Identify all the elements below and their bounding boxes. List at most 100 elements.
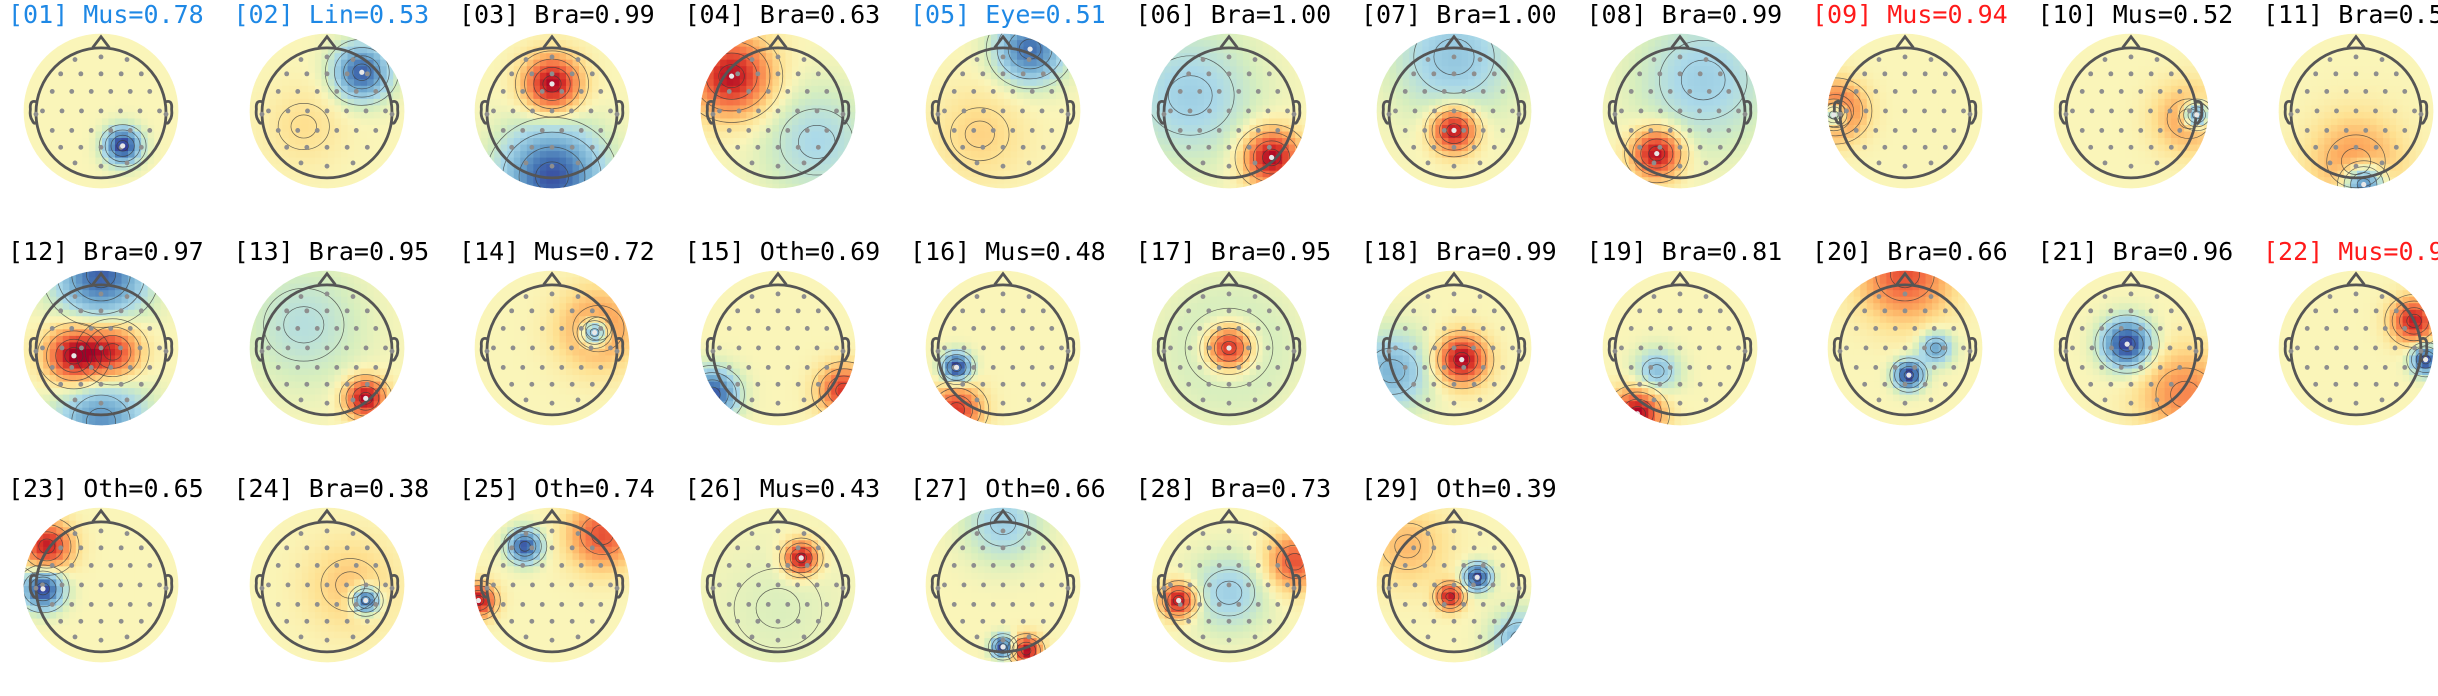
component-title: [13] Bra=0.95 <box>234 237 430 267</box>
sensor-dot <box>1266 545 1271 550</box>
sensor-dot <box>139 145 144 150</box>
sensor-dot <box>389 112 394 117</box>
sensor-dot <box>350 161 355 166</box>
sensor-dot <box>1912 89 1917 94</box>
sensor-dot <box>815 145 820 150</box>
sensor-dot <box>598 365 603 370</box>
sensor-dot <box>1481 602 1486 607</box>
sensor-dot <box>125 294 130 299</box>
sensor-dot <box>1200 294 1205 299</box>
peak-marker <box>1176 598 1181 603</box>
sensor-dot <box>530 108 535 113</box>
sensor-dot <box>501 128 506 133</box>
sensor-dot <box>1854 89 1859 94</box>
sensor-dot <box>373 365 378 370</box>
component-title: [02] Lin=0.53 <box>234 0 430 30</box>
sensor-dot <box>936 586 941 591</box>
sensor-dot <box>801 57 806 62</box>
sensor-dot <box>2138 128 2143 133</box>
peak-marker <box>1451 128 1456 133</box>
component-cell: [08] Bra=0.99 <box>1587 0 1810 222</box>
sensor-dot <box>138 582 143 587</box>
sensor-dot <box>1461 365 1466 370</box>
sensor-dot <box>980 145 985 150</box>
sensor-dot <box>118 108 123 113</box>
sensor-dot <box>1177 326 1182 331</box>
sensor-dot <box>942 108 947 113</box>
sensor-dot <box>2295 108 2300 113</box>
sensor-dot <box>1903 71 1908 76</box>
sensor-dot <box>1472 382 1477 387</box>
sensor-dot <box>1452 308 1457 313</box>
sensor-dot <box>128 89 133 94</box>
component-cell: [19] Bra=0.81 <box>1587 237 1810 459</box>
sensor-dot <box>2118 89 2123 94</box>
sensor-dot <box>1216 563 1221 568</box>
sensor-dot <box>1226 401 1231 406</box>
sensor-dot <box>980 545 985 550</box>
sensor-dot <box>726 563 731 568</box>
sensor-dot <box>726 128 731 133</box>
sensor-dot <box>1411 145 1416 150</box>
sensor-dot <box>2363 89 2368 94</box>
sensor-dot <box>960 145 965 150</box>
sensor-dot <box>2344 128 2349 133</box>
sensor-dot <box>2128 345 2133 350</box>
sensor-dot <box>147 602 152 607</box>
sensor-dot <box>1049 563 1054 568</box>
component-cell: [25] Oth=0.74 <box>459 474 682 696</box>
component-title: [22] Mus=0.94 <box>2263 237 2438 267</box>
sensor-dot <box>991 602 996 607</box>
sensor-dot <box>975 398 980 403</box>
sensor-dot <box>1510 582 1515 587</box>
sensor-dot <box>1903 164 1908 169</box>
sensor-dot <box>550 582 555 587</box>
sensor-dot <box>1838 112 1843 117</box>
sensor-dot <box>1500 365 1505 370</box>
sensor-dot <box>1226 619 1231 624</box>
sensor-dot <box>1697 345 1702 350</box>
sensor-dot <box>119 308 124 313</box>
sensor-dot <box>1413 582 1418 587</box>
sensor-dot <box>1266 308 1271 313</box>
sensor-dot <box>1177 128 1182 133</box>
sensor-dot <box>795 382 800 387</box>
sensor-dot <box>1703 57 1708 62</box>
component-cell: [14] Mus=0.72 <box>459 237 682 459</box>
sensor-dot <box>1393 345 1398 350</box>
sensor-dot <box>164 349 169 354</box>
component-cell: [05] Eye=0.51 <box>910 0 1133 222</box>
sensor-dot <box>78 71 83 76</box>
sensor-dot <box>363 345 368 350</box>
sensor-dot <box>485 586 490 591</box>
sensor-dot <box>1422 563 1427 568</box>
sensor-dot <box>284 71 289 76</box>
sensor-dot <box>1648 326 1653 331</box>
sensor-dot <box>364 545 369 550</box>
sensor-dot <box>1001 145 1006 150</box>
sensor-dot <box>785 128 790 133</box>
sensor-dot <box>804 602 809 607</box>
sensor-dot <box>1657 145 1662 150</box>
component-cell: [26] Mus=0.43 <box>685 474 908 696</box>
sensor-dot <box>2079 365 2084 370</box>
component-cell: [15] Oth=0.69 <box>685 237 908 459</box>
sensor-dot <box>1912 128 1917 133</box>
sensor-dot <box>1168 582 1173 587</box>
sensor-dot <box>324 582 329 587</box>
sensor-dot <box>1929 57 1934 62</box>
sensor-dot <box>735 308 740 313</box>
sensor-dot <box>775 308 780 313</box>
sensor-dot <box>598 326 603 331</box>
sensor-dot <box>755 619 760 624</box>
sensor-dot <box>1226 308 1231 313</box>
sensor-dot <box>2187 108 2192 113</box>
sensor-dot <box>1943 308 1948 313</box>
sensor-dot <box>2373 108 2378 113</box>
component-title: [10] Mus=0.52 <box>2038 0 2234 30</box>
sensor-dot <box>550 55 555 60</box>
sensor-dot <box>295 128 300 133</box>
sensor-dot <box>2118 365 2123 370</box>
sensor-dot <box>1226 382 1231 387</box>
sensor-dot <box>1961 108 1966 113</box>
